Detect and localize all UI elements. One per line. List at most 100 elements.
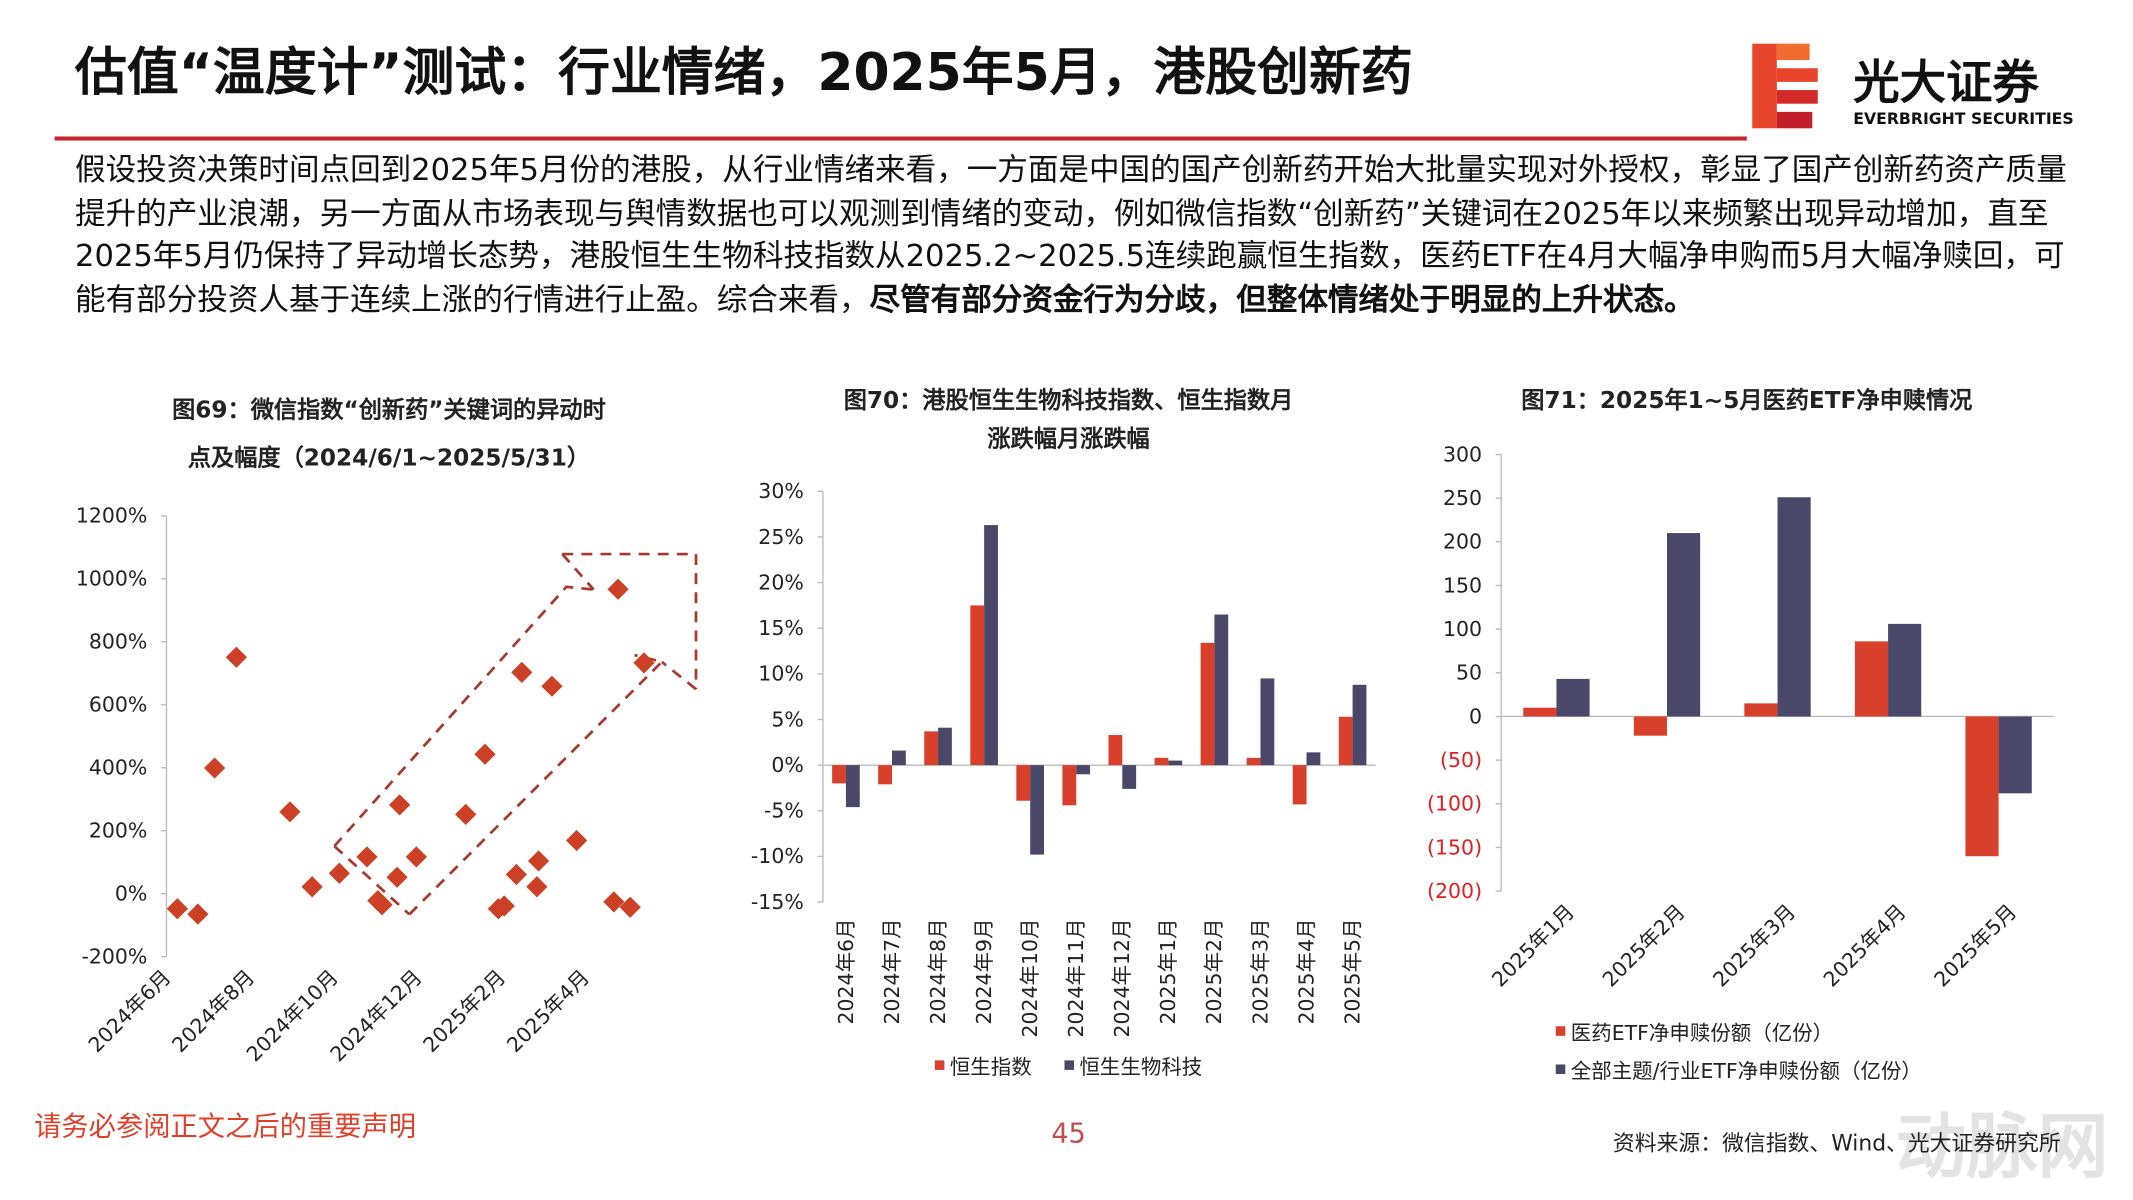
bar [1260,678,1275,766]
title-rule [54,136,1747,141]
scatter-point [388,794,411,816]
bar [1168,760,1183,766]
bar [1777,497,1811,717]
x-tick-label: 2025年4月 [1294,918,1318,1024]
x-tick-label: 2025年1月 [1487,900,1579,992]
scatter-point [526,876,548,898]
bar [1854,641,1889,717]
chart-title: 涨跌幅月涨跌幅 [987,425,1149,452]
scatter-point [527,850,550,872]
bar [924,731,939,766]
scatter-point [301,876,323,898]
x-tick-label: 2025年1月 [1156,918,1180,1024]
bar [1633,716,1667,736]
bar [938,727,952,766]
disclaimer: 请务必参阅正文之后的重要声明 [34,1111,416,1142]
bar [970,605,985,766]
scatter-point [541,675,563,697]
y-tick-label: 0% [771,753,803,777]
source-note: 资料来源：微信指数、Wind、光大证券研究所 [1613,1131,2061,1156]
bar [892,750,906,766]
y-tick-label: -200% [81,944,147,968]
y-tick-label: 800% [89,630,148,654]
x-tick-label: 2024年8月 [926,918,950,1024]
scatter-point [505,863,527,886]
bar [1154,757,1169,766]
y-tick-label: (100) [1427,792,1482,816]
bar [845,765,860,808]
scatter-point [166,898,188,920]
y-tick-label: 300 [1443,442,1482,466]
chart-title: 点及幅度（2024/6/1~2025/5/31） [188,444,590,471]
bar [984,525,998,766]
bar [1666,533,1701,717]
y-tick-label: 30% [758,479,804,503]
y-tick-label: 200% [89,819,148,843]
y-tick-label: -15% [751,890,804,914]
bar [1292,765,1307,805]
legend-label: 恒生生物科技 [1079,1055,1202,1079]
scatter-point [603,891,625,913]
legend-swatch [934,1060,945,1070]
scatter-point [455,803,477,825]
y-tick-label: 1200% [76,504,148,528]
body-text: 假设投资决策时间点回到2025年5月份的港股，从行业情绪来看，一方面是中国的国产… [75,150,2070,322]
legend-swatch [1064,1060,1075,1070]
y-tick-label: (200) [1427,879,1482,903]
scatter-point [607,578,629,600]
x-tick-label: 2025年2月 [418,965,510,1057]
bar [1965,716,1999,857]
x-tick-label: 2025年3月 [1708,900,1800,992]
logo-name: 光大证券 [1853,55,2039,109]
x-tick-label: 2024年7月 [880,918,904,1024]
x-tick-label: 2025年5月 [1340,918,1364,1024]
bar [1030,765,1044,855]
bar [1556,678,1590,717]
y-tick-label: 1000% [76,567,148,591]
scatter-point [474,743,496,765]
x-tick-label: 2025年4月 [502,965,594,1057]
bar [878,765,893,785]
y-tick-label: (150) [1427,835,1482,859]
y-tick-label: -5% [764,799,804,823]
y-tick-label: -10% [751,844,804,868]
x-tick-label: 2025年3月 [1248,918,1272,1024]
bar [1523,707,1557,717]
scatter-point [328,862,350,884]
scatter-point [511,661,533,683]
y-tick-label: 15% [758,616,804,640]
x-tick-label: 2024年11月 [1064,918,1088,1037]
y-tick-label: 100 [1443,617,1482,641]
legend-swatch [1555,1064,1566,1075]
x-tick-label: 2025年2月 [1598,900,1690,992]
x-tick-label: 2025年4月 [1819,900,1911,992]
x-tick-label: 2024年6月 [84,965,176,1057]
trend-arrow-head [333,552,698,916]
x-tick-label: 2024年6月 [834,918,858,1024]
chart-title: 图69：微信指数“创新药”关键词的异动时 [172,397,606,424]
bar [1998,716,2032,794]
y-tick-label: 0 [1469,704,1482,728]
y-tick-label: 150 [1443,573,1482,597]
bar [832,765,846,784]
bar [1306,752,1321,766]
y-tick-label: 20% [758,570,804,594]
x-tick-label: 2024年12月 [1110,918,1134,1037]
scatter-point [619,896,641,918]
scatter-point [204,757,226,779]
scatter-point [279,801,301,823]
x-tick-label: 2024年9月 [972,918,996,1024]
y-tick-label: 50 [1456,661,1482,685]
legend-label: 医药ETF净申赎份额（亿份） [1571,1021,1833,1045]
y-tick-label: 200 [1443,530,1482,554]
bar [1246,757,1261,766]
scatter-point [225,646,247,668]
legend-swatch [1555,1026,1566,1036]
bar [1214,614,1229,766]
bar [1016,765,1031,801]
x-tick-label: 2024年10月 [1018,918,1042,1037]
y-tick-label: 10% [758,662,804,686]
